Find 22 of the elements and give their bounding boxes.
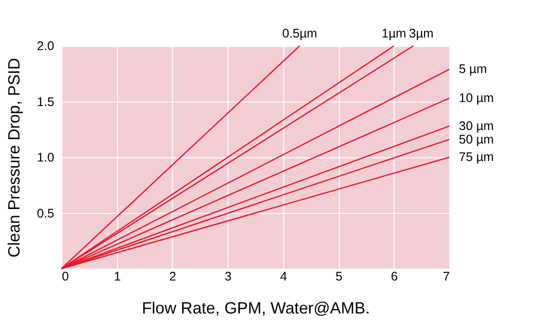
series-label: 75 µm [458, 150, 494, 164]
series-label: 1µm [382, 26, 406, 40]
series-label: 5 µm [458, 62, 487, 76]
series-label: 50 µm [458, 132, 494, 146]
series-label: 0.5µm [282, 26, 318, 40]
y-axis-title: Clean Pressure Drop, PSID [6, 58, 24, 258]
x-tick-label: 5 [336, 270, 343, 284]
x-tick-label: 7 [442, 270, 450, 284]
series-label: 3µm [409, 26, 434, 40]
y-tick-label: 1.5 [36, 94, 54, 109]
y-tick-label: 0.5 [36, 206, 54, 220]
x-axis-title: Flow Rate, GPM, Water@AMB. [142, 299, 370, 318]
series-label: 30 µm [458, 118, 494, 133]
x-tick-label: 3 [224, 270, 232, 284]
x-tick-label: 1 [114, 270, 121, 284]
series-label: 10 µm [458, 91, 494, 106]
x-tick-label: 0 [62, 270, 69, 284]
y-tick-label: 1.0 [36, 150, 54, 165]
x-tick-label: 2 [169, 270, 176, 284]
x-tick-label: 6 [390, 270, 398, 284]
x-tick-label: 4 [280, 270, 288, 284]
y-tick-label: 2.0 [36, 39, 54, 54]
